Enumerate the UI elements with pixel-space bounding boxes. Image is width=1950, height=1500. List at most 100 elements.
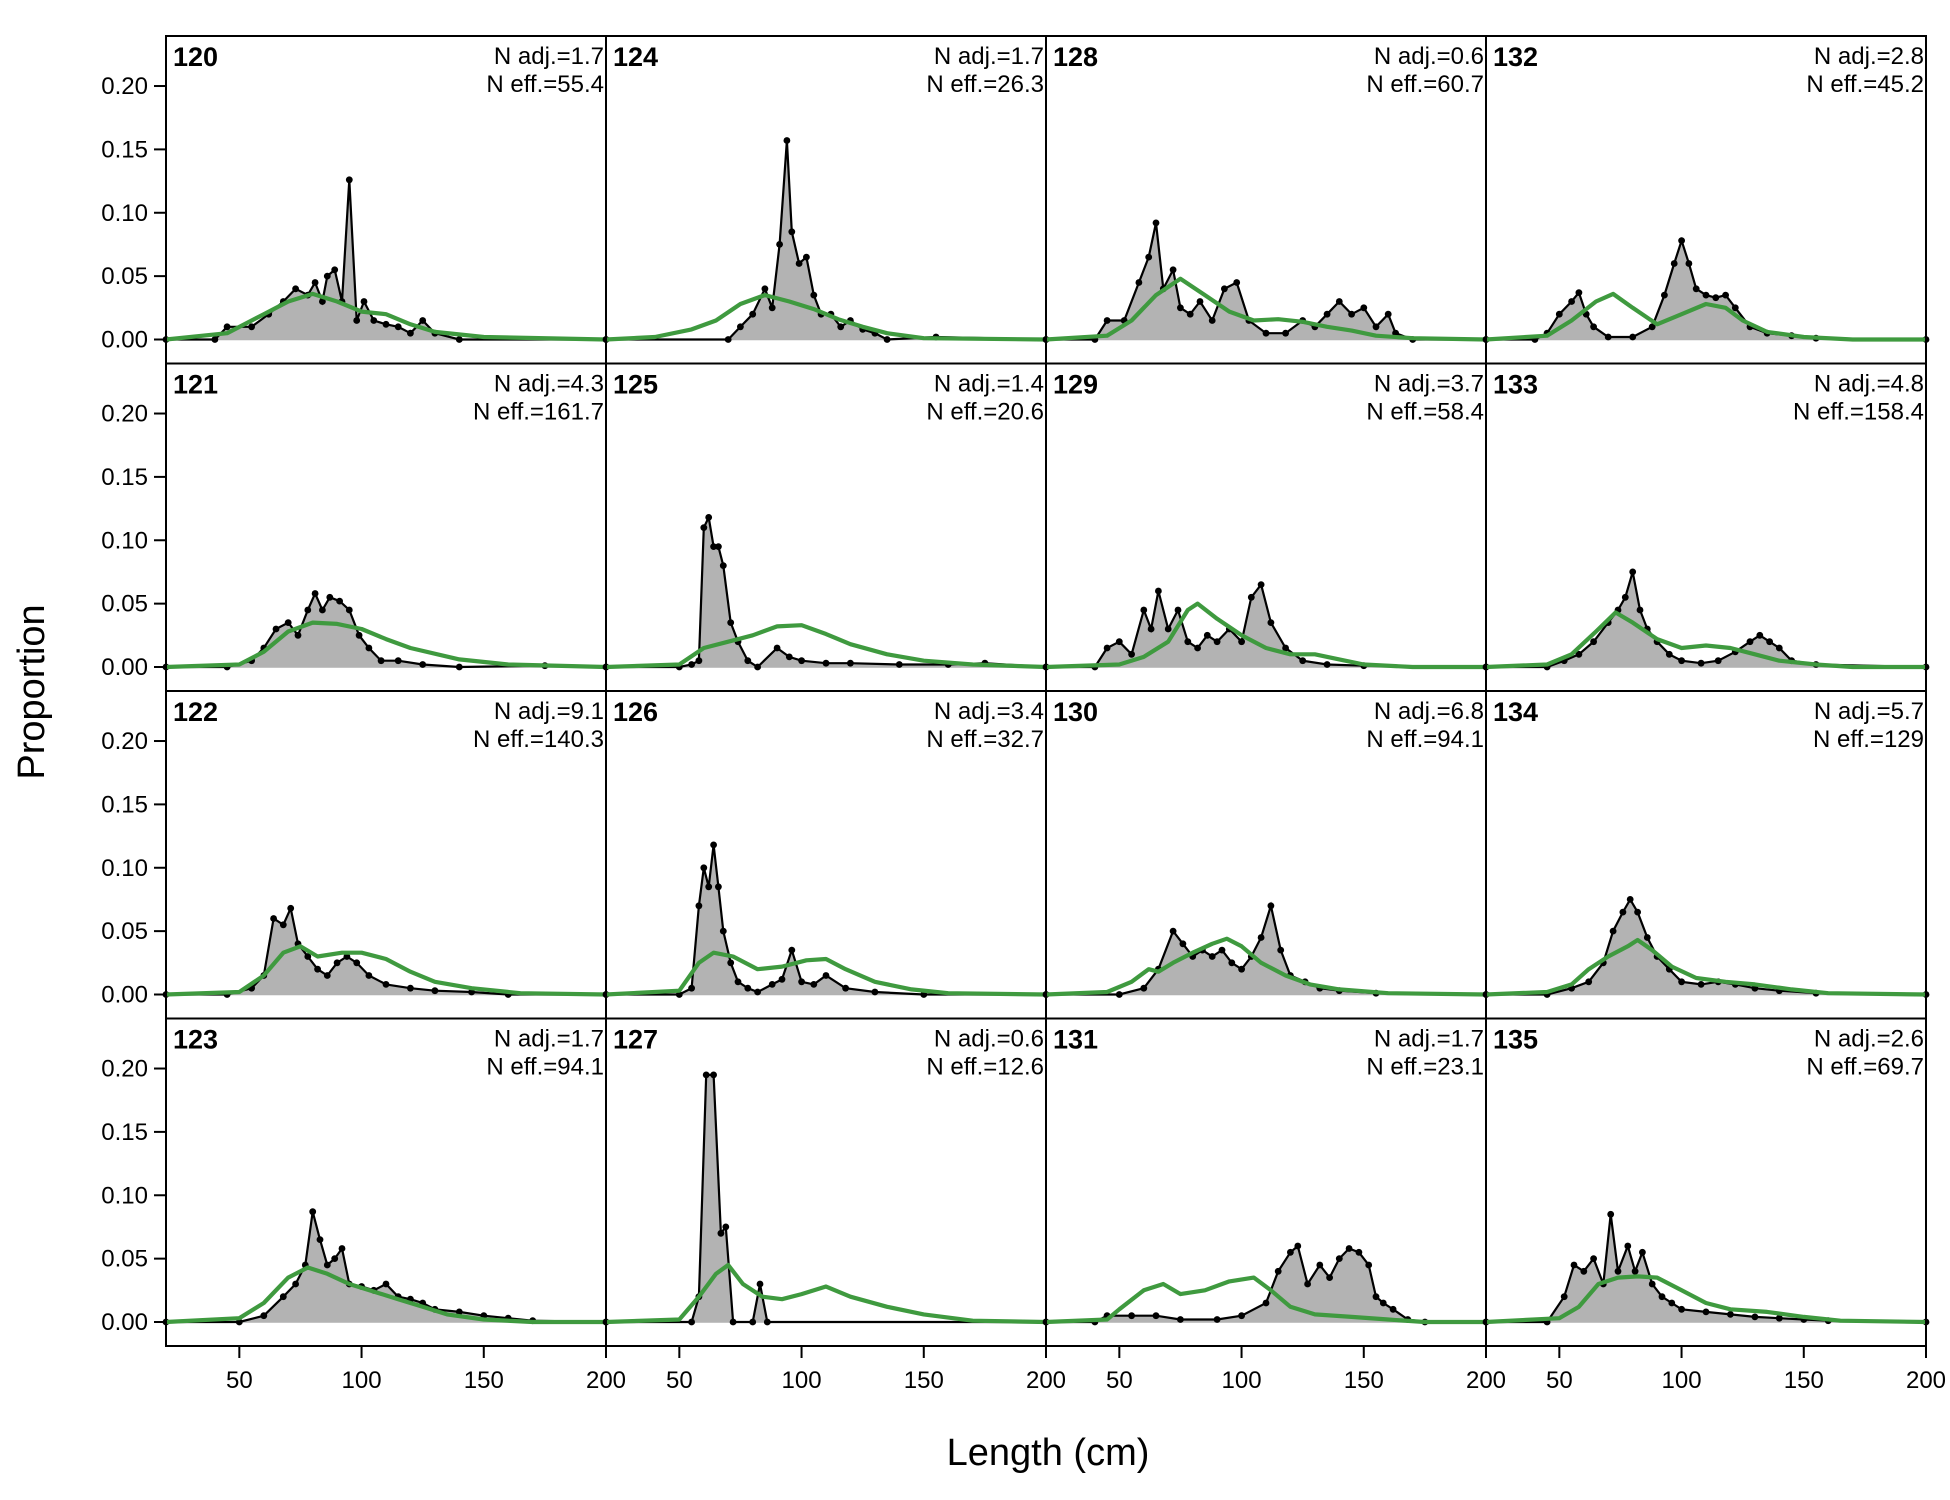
n-eff-label: N eff.=20.6	[926, 399, 1044, 426]
x-tick-label: 50	[226, 1367, 253, 1394]
observed-point	[1323, 310, 1331, 318]
observed-point	[1678, 237, 1685, 245]
observed-point	[1115, 991, 1123, 998]
n-adj-label: N adj.=1.7	[494, 43, 604, 70]
observed-point	[287, 904, 295, 912]
observed-point	[719, 927, 727, 935]
observed-area	[606, 844, 1046, 995]
observed-point	[1345, 1245, 1353, 1252]
observed-point	[1140, 606, 1148, 614]
panel-id: 123	[173, 1025, 218, 1055]
observed-point	[1140, 984, 1148, 992]
observed-point	[798, 657, 805, 665]
panel-128: 128 N adj.=0.6N eff.=60.7	[1042, 35, 1490, 365]
observed-point	[768, 981, 776, 988]
observed-point	[355, 631, 363, 639]
expected-line	[605, 293, 1047, 342]
panel-id: 126	[613, 697, 658, 727]
observed-point	[1115, 638, 1123, 646]
panel-132: 132 N adj.=2.8N eff.=45.2	[1482, 35, 1930, 365]
observed-point	[722, 1223, 730, 1231]
observed-point	[248, 323, 256, 331]
n-eff-label: N eff.=26.3	[926, 71, 1044, 98]
n-eff-label: N eff.=140.3	[473, 726, 604, 753]
observed-point	[1661, 291, 1668, 299]
observed-point	[431, 987, 439, 995]
observed-point	[822, 659, 830, 667]
observed-point	[768, 304, 776, 312]
observed-point	[1262, 329, 1270, 337]
observed-point	[1262, 1299, 1270, 1307]
observed-point	[331, 266, 339, 274]
observed-point	[1643, 934, 1651, 941]
panel-130: 130 N adj.=6.8N eff.=94.1	[1042, 690, 1490, 1020]
observed-point	[1184, 638, 1192, 646]
observed-point	[1145, 253, 1153, 261]
observed-point	[1186, 310, 1194, 318]
n-eff-label: N eff.=55.4	[486, 71, 604, 98]
observed-point	[326, 593, 334, 601]
observed-point	[1228, 959, 1236, 967]
panel-id: 135	[1493, 1025, 1538, 1055]
n-eff-label: N eff.=94.1	[1366, 726, 1484, 753]
observed-point	[1727, 1311, 1734, 1318]
n-adj-label: N adj.=5.7	[1814, 698, 1924, 725]
observed-point	[1257, 581, 1265, 588]
observed-point	[272, 625, 280, 633]
observed-point	[1756, 631, 1764, 639]
observed-point	[316, 1236, 324, 1243]
n-adj-label: N adj.=1.4	[934, 371, 1044, 398]
y-tick-label: 0.15	[101, 1119, 148, 1146]
observed-point	[284, 619, 292, 626]
n-adj-label: N adj.=1.7	[494, 1026, 604, 1053]
n-adj-label: N adj.=4.3	[494, 371, 604, 398]
x-tick-label: 200	[1466, 1367, 1506, 1394]
observed-point	[338, 1245, 346, 1252]
observed-point	[1751, 1313, 1759, 1321]
n-adj-label: N adj.=0.6	[934, 1026, 1044, 1053]
panel-134: 134 N adj.=5.7N eff.=129	[1482, 690, 1930, 1020]
observed-area	[166, 908, 606, 995]
n-eff-label: N eff.=161.7	[473, 399, 604, 426]
n-eff-label: N eff.=69.7	[1806, 1054, 1924, 1081]
observed-point	[700, 864, 708, 872]
observed-point	[795, 260, 803, 267]
panel-121: 121 N adj.=4.3N eff.=161.7	[162, 362, 610, 692]
observed-point	[377, 657, 385, 665]
observed-point	[323, 272, 331, 280]
y-tick-label: 0.10	[101, 855, 148, 882]
observed-point	[419, 317, 427, 324]
observed-point	[1213, 1316, 1221, 1323]
observed-point	[749, 310, 757, 318]
n-eff-label: N eff.=58.4	[1366, 399, 1484, 426]
panel-id: 128	[1053, 42, 1098, 72]
observed-point	[1746, 638, 1754, 646]
observed-point	[1103, 644, 1111, 652]
observed-point	[710, 841, 717, 849]
observed-point	[1372, 1293, 1380, 1301]
observed-point	[1685, 260, 1693, 267]
observed-point	[705, 514, 713, 521]
observed-point	[1560, 1293, 1568, 1301]
observed-point	[724, 336, 732, 343]
observed-point	[319, 606, 326, 614]
observed-point	[727, 619, 735, 626]
observed-point	[1238, 1312, 1245, 1320]
x-tick-label: 50	[1546, 1367, 1573, 1394]
observed-point	[223, 323, 231, 331]
n-eff-label: N eff.=94.1	[486, 1054, 604, 1081]
observed-point	[1648, 1280, 1656, 1288]
observed-point	[1128, 1312, 1135, 1320]
observed-point	[1712, 294, 1720, 302]
y-tick-label: 0.15	[101, 791, 148, 818]
observed-point	[292, 285, 299, 293]
observed-area	[1046, 1246, 1486, 1322]
observed-point	[810, 291, 818, 299]
observed-point	[1636, 606, 1644, 614]
y-tick-label: 0.20	[101, 728, 148, 755]
y-tick-label: 0.10	[101, 527, 148, 554]
observed-point	[727, 959, 735, 967]
observed-point	[1731, 304, 1739, 312]
y-tick-label: 0.05	[101, 1246, 148, 1273]
